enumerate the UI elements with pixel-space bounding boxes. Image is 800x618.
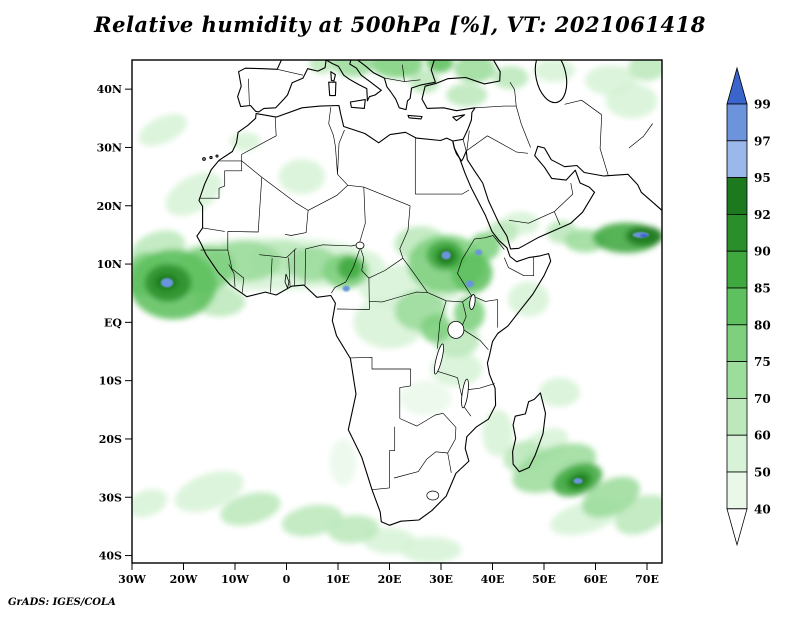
colorbar-segment — [726, 213, 748, 252]
plot-frame — [131, 59, 663, 564]
rh-shaded-region — [278, 159, 326, 195]
rh-shaded-region — [446, 83, 488, 107]
colorbar-tick-label: 70 — [754, 392, 771, 406]
rh-shaded-region — [327, 515, 380, 544]
rh-peak-spot — [160, 278, 174, 288]
y-axis: 40N 30N 20N 10N EQ 10S 20S 30S 40S — [97, 83, 132, 563]
x-tick-label: 10E — [326, 573, 350, 586]
chart-title: Relative humidity at 500hPa [%], VT: 202… — [94, 12, 706, 37]
colorbar-segment — [726, 471, 748, 510]
rh-shaded-region — [453, 296, 485, 332]
rh-shaded-region — [451, 252, 493, 294]
x-tick-label: 30W — [118, 573, 146, 586]
x-tick-label: 10W — [221, 573, 249, 586]
colorbar-segment — [726, 434, 748, 473]
rh-shaded-region — [492, 65, 529, 90]
rh-peak-spot — [639, 233, 649, 238]
rh-shaded-region — [533, 60, 575, 83]
rh-peak-layer — [160, 231, 650, 484]
x-axis: 30W 20W 10W 0 10E 20E 30E 40E 50E 60E 70E — [118, 563, 659, 586]
lakes — [284, 241, 476, 409]
rh-shaded-region — [409, 69, 440, 94]
colorbar-segment — [726, 361, 748, 399]
colorbar-segment — [726, 324, 748, 362]
colorbar-tick-label: 97 — [754, 134, 771, 148]
country-borders — [199, 64, 653, 501]
rh-shaded-region — [430, 351, 483, 387]
y-tick-label: 20N — [97, 200, 122, 213]
colorbar-arrow-bottom — [726, 508, 748, 547]
rh-peak-spot — [465, 280, 474, 288]
rh-shaded-region — [605, 83, 658, 119]
rh-shaded-region — [281, 504, 343, 537]
colorbar-tick-label: 85 — [754, 282, 771, 296]
rh-shaded-region — [337, 256, 363, 280]
x-tick-label: 50E — [532, 573, 556, 586]
rh-shaded-region — [220, 492, 281, 526]
colorbar-tick-label: 90 — [754, 245, 771, 259]
colorbar-arrow-top — [726, 66, 748, 105]
x-tick-label: 40E — [481, 573, 505, 586]
colorbar-segment — [726, 103, 748, 142]
rh-shaded-region — [309, 60, 336, 74]
rh-shaded-region — [399, 380, 452, 416]
rh-shaded-region — [371, 60, 423, 79]
y-tick-label: 20S — [99, 433, 122, 446]
y-tick-label: 10S — [99, 375, 122, 388]
colorbar-tick-label: 40 — [754, 502, 771, 516]
rh-shaded-region — [332, 60, 375, 77]
y-tick-label: EQ — [104, 316, 122, 329]
y-tick-label: 30N — [97, 141, 122, 154]
colorbar-tick-label: 50 — [754, 466, 771, 480]
rh-shaded-region — [165, 172, 222, 216]
rh-peak-spot — [342, 285, 350, 292]
colorbar-tick-label: 80 — [754, 318, 771, 332]
x-tick-label: 70E — [635, 573, 659, 586]
x-tick-label: 20W — [170, 573, 198, 586]
x-tick-label: 60E — [584, 573, 608, 586]
rh-shaded-region — [329, 438, 357, 486]
colorbar-segment — [726, 140, 748, 179]
rh-shaded-region — [538, 377, 581, 407]
rh-shaded-region — [399, 536, 462, 563]
rh-shaded-region — [482, 409, 514, 457]
rh-shading-layer — [132, 60, 662, 563]
x-tick-label: 30E — [429, 573, 453, 586]
colorbar-tick-label: 95 — [754, 171, 771, 185]
rh-peak-spot — [474, 249, 483, 256]
rh-shaded-region — [138, 114, 187, 146]
rh-shaded-region — [581, 476, 640, 518]
colorbar-segment — [726, 177, 748, 215]
rh-shaded-region — [426, 60, 454, 73]
colorbar-tick-label: 92 — [754, 208, 771, 222]
y-tick-label: 40N — [97, 83, 122, 96]
rh-peak-spot — [441, 251, 451, 260]
y-tick-label: 40S — [99, 550, 122, 563]
rh-shaded-region — [174, 470, 244, 512]
colorbar-tick-label: 75 — [754, 355, 771, 369]
colorbar-segment — [726, 250, 748, 289]
rh-shaded-region — [420, 313, 452, 343]
rh-shaded-region — [628, 60, 662, 81]
colorbar-segment — [726, 397, 748, 436]
rh-shaded-region — [453, 60, 496, 83]
rh-peak-spot — [573, 478, 583, 484]
coastlines — [196, 60, 662, 526]
grads-attribution: GrADS: IGES/COLA — [8, 597, 116, 608]
colorbar-tick-label: 60 — [754, 429, 771, 443]
colorbar-tick-label: 99 — [754, 98, 771, 112]
rh-shaded-region — [132, 489, 168, 518]
x-tick-label: 0 — [283, 573, 291, 586]
colorbar-segment — [726, 287, 748, 326]
x-tick-label: 20E — [378, 573, 402, 586]
colorbar: 99 97 95 92 90 85 80 75 70 60 50 40 — [726, 66, 771, 547]
y-tick-label: 30S — [99, 491, 122, 504]
y-tick-label: 10N — [97, 258, 122, 271]
